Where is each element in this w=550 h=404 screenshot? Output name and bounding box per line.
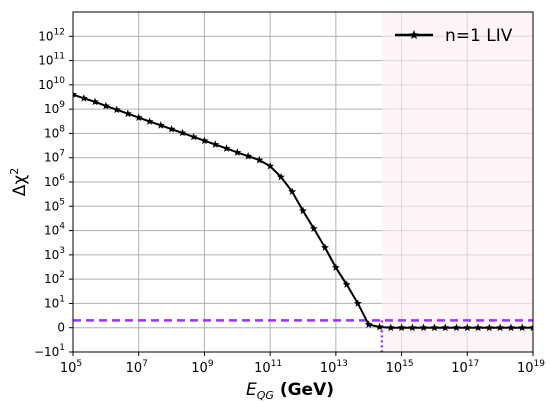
y-axis: 1012101110101091081071061051041031021010… (34, 27, 73, 359)
shaded-region (381, 12, 533, 352)
x-axis-label-unit: (GeV) (274, 380, 334, 400)
data-point (299, 206, 307, 215)
x-tick-label: 109 (191, 359, 214, 376)
x-axis-label-sub: QG (257, 389, 274, 402)
x-tick-label: 107 (126, 359, 148, 376)
data-point (364, 320, 373, 328)
data-point (496, 323, 505, 332)
legend-label: n=1 LIV (445, 26, 513, 46)
data-point (529, 323, 533, 332)
data-point (441, 323, 450, 332)
data-point (123, 109, 132, 118)
y-tick-label: 107 (44, 149, 65, 165)
x-tick-label: 1017 (451, 359, 479, 376)
data-point (244, 152, 253, 160)
y-tick-label: 109 (44, 100, 65, 116)
reference-lines (73, 12, 533, 352)
data-point (222, 144, 231, 152)
data-point (266, 161, 275, 170)
data-point (200, 136, 209, 145)
data-point (276, 172, 285, 181)
y-tick-label: 1012 (38, 27, 65, 43)
data-point (506, 323, 515, 332)
data-point (134, 113, 143, 121)
x-tick-label: 1019 (517, 359, 545, 376)
data-point (474, 323, 483, 332)
data-point (288, 187, 297, 196)
data-point (386, 323, 395, 332)
x-axis-label-main: E (246, 380, 257, 400)
y-tick-label: 1010 (38, 76, 65, 92)
data-point (397, 323, 406, 332)
data-point (189, 132, 198, 141)
y-tick-label: 101 (44, 294, 65, 310)
y-tick-label: 0 (57, 321, 65, 335)
y-tick-label: 106 (44, 173, 65, 189)
series-group (73, 90, 533, 332)
data-point (112, 105, 121, 114)
data-point (145, 117, 154, 125)
data-point (321, 243, 330, 251)
y-tick-label: −101 (34, 343, 65, 359)
data-point (419, 323, 428, 332)
data-point (452, 323, 461, 332)
y-tick-label: 1011 (38, 52, 65, 68)
x-tick-label: 1015 (386, 359, 414, 376)
data-point (233, 148, 242, 156)
data-point (91, 97, 100, 106)
data-point (430, 323, 439, 332)
y-tick-label: 102 (44, 270, 65, 286)
y-tick-label: 103 (44, 246, 65, 262)
y-axis-label-main: Δχ (10, 175, 30, 197)
data-point (167, 124, 176, 133)
y-tick-label: 104 (44, 222, 65, 238)
legend-marker (409, 30, 419, 40)
data-point (73, 90, 77, 98)
data-point (408, 323, 417, 332)
data-point (485, 323, 494, 332)
x-tick-label: 105 (60, 359, 82, 376)
data-point (309, 224, 318, 233)
data-point (79, 94, 88, 102)
y-axis-label-sup: 2 (8, 168, 21, 175)
data-point (211, 140, 220, 148)
x-axis: 105 107 109 1011 1013 1015 1017 1019 (60, 352, 545, 376)
x-axis-label: EQG (GeV) (246, 380, 334, 402)
x-tick-label: 1011 (254, 359, 282, 376)
data-point (375, 322, 384, 331)
data-point (342, 280, 351, 288)
x-tick-label: 1013 (320, 359, 348, 376)
legend: n=1 LIV (395, 26, 513, 46)
data-point (156, 121, 165, 129)
data-point (518, 323, 527, 332)
data-point (178, 128, 187, 137)
data-point (255, 155, 264, 164)
data-point (353, 299, 362, 307)
y-tick-label: 105 (44, 197, 65, 213)
data-point (463, 323, 472, 332)
y-tick-label: 108 (44, 124, 65, 140)
data-point (101, 101, 110, 110)
data-point (331, 263, 340, 271)
y-axis-label: Δχ2 (8, 168, 30, 196)
